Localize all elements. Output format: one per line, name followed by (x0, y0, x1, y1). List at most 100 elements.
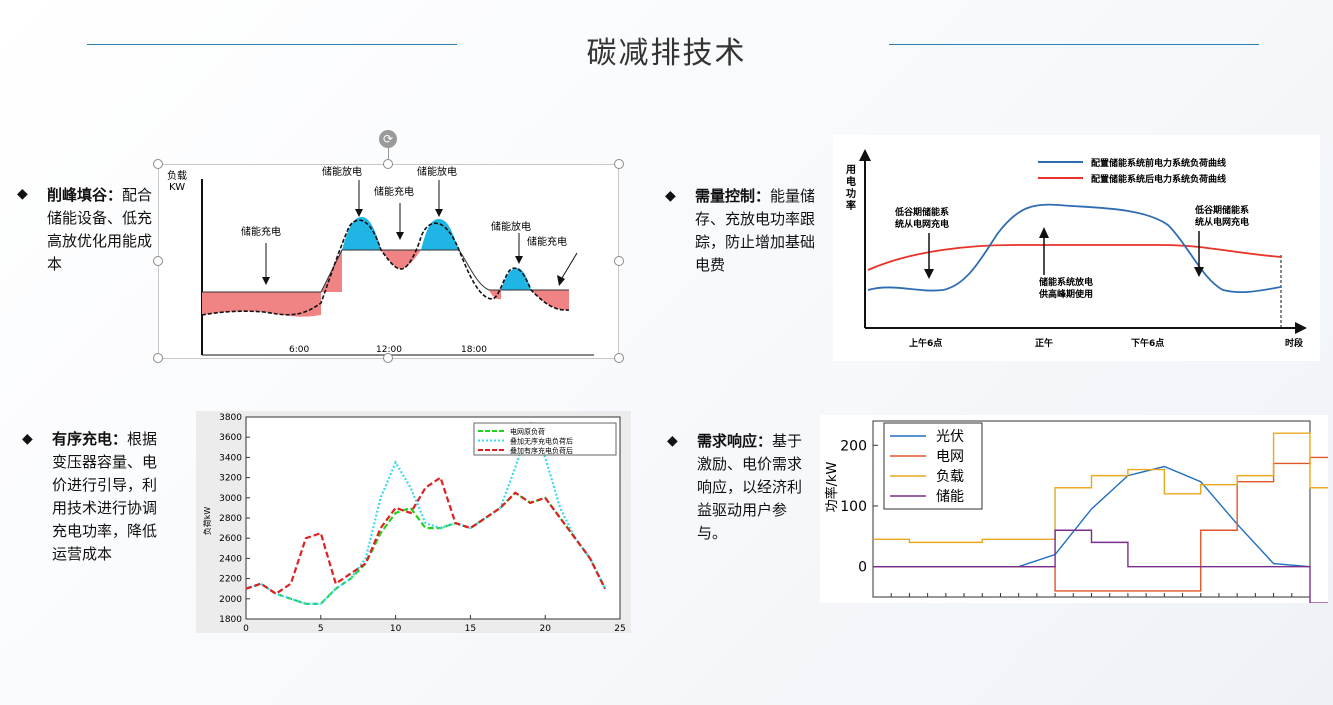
y-axis-label: 负荷kW (202, 507, 212, 536)
resize-handle-bl[interactable] (153, 353, 163, 363)
demand-control-body: 能量储存、充放电功率跟踪，防止增加基础电费 (695, 187, 816, 274)
title-line-left (87, 44, 457, 45)
y-label-3: 功 (846, 187, 856, 200)
demand-control-text: 需量控制：能量储存、充放电功率跟踪，防止增加基础电费 (695, 185, 820, 277)
peak-shaving-svg: 负载 KW 储能充电 储能放电 储能充电 储能放电 储能放电 储 (167, 165, 594, 356)
ordered-charging-svg: 1800 2000 2200 2400 2600 2800 3000 3200 3400 3600… (202, 413, 626, 633)
resize-handle-br[interactable] (614, 353, 624, 363)
annotation-left-1: 低谷期储能系 (894, 206, 949, 218)
label-discharge-2: 储能放电 (417, 165, 457, 178)
y-tick-label: 100 (840, 499, 867, 515)
annotation-right-1: 低谷期储能系 (1194, 204, 1249, 216)
label-discharge-1: 储能放电 (322, 165, 362, 178)
legend-label-0: 光伏 (936, 429, 964, 445)
discharge-area-1 (342, 217, 381, 250)
tick-6: 6:00 (289, 345, 309, 355)
rotate-handle-icon[interactable]: ⟳ (379, 130, 397, 148)
tick-12: 12:00 (376, 345, 402, 355)
peak-shaving-body: 配合储能设备、低充高放优化用能成本 (47, 186, 153, 273)
resize-handle-tr[interactable] (614, 159, 624, 169)
arrow-line-6 (561, 252, 578, 279)
legend-label-0: 电网原负荷 (510, 427, 545, 436)
legend-label-1: 电网 (936, 449, 964, 465)
series-line-2 (245, 475, 607, 596)
peak-shaving-chart[interactable]: 负载 KW 储能充电 储能放电 储能充电 储能放电 储能放电 储 (158, 164, 619, 359)
label-charge-1: 储能充电 (241, 225, 281, 238)
resize-handle-ml[interactable] (153, 256, 163, 266)
y-tick-label: 3400 (219, 453, 242, 463)
arrow-left-head-icon (924, 269, 934, 279)
y-tick-label: 1800 (219, 615, 242, 625)
rotate-handle-stem (388, 148, 389, 160)
ordered-charging-text: 有序充电：根据变压器容量、电价进行引导，利用技术进行协调充电功率，降低运营成本 (52, 428, 170, 566)
arrow-center-head-icon (1039, 227, 1049, 238)
after-curve (867, 244, 1282, 271)
x-tick-label: 15 (465, 624, 476, 633)
y-tick-label: 3200 (219, 474, 242, 484)
y-axis-label: 功率/kW (824, 461, 840, 512)
x-tick-label: 5 (318, 624, 324, 633)
resize-handle-tm[interactable] (383, 159, 393, 169)
x-tick-label: 20 (539, 624, 551, 633)
y-axis-label-2: KW (169, 182, 185, 193)
tick-evening: 下午6点 (1131, 337, 1164, 349)
legend-box (473, 422, 617, 456)
y-tick-label: 2000 (219, 595, 242, 605)
tick-noon: 正午 (1035, 337, 1053, 349)
y-tick-label: 2800 (219, 514, 242, 524)
charge-area-2 (381, 250, 421, 269)
legend-after-label: 配置储能系统后电力系统负荷曲线 (1091, 173, 1226, 185)
y-tick-label: 2200 (219, 575, 242, 585)
resize-handle-tl[interactable] (153, 159, 163, 169)
legend-label-2: 叠加有序充电负荷后 (510, 446, 573, 455)
series-line-1 (245, 418, 607, 605)
arrow-head-6 (557, 275, 565, 286)
label-charge-2: 储能充电 (374, 185, 414, 198)
legend-label-3: 储能 (936, 489, 964, 505)
ordered-charging-heading: 有序充电： (52, 430, 128, 448)
x-axis-label: 时段 (1285, 337, 1304, 349)
y-tick-label: 3600 (219, 433, 242, 443)
demand-control-chart: 用 电 功 率 配置储能系统前电力系统负荷曲线 配置储能系统后电力系统负荷曲线 … (833, 135, 1320, 361)
diamond-bullet-icon: ◆ (17, 186, 28, 202)
legend-before-label: 配置储能系统前电力系统负荷曲线 (1091, 157, 1226, 169)
diamond-bullet-icon: ◆ (667, 433, 678, 449)
y-tick-label: 3000 (219, 494, 242, 504)
x-tick-label: 10 (390, 624, 402, 633)
y-axis-arrow-icon (859, 149, 871, 161)
ordered-charging-chart: 1800 2000 2200 2400 2600 2800 3000 3200 3400 3600… (196, 411, 631, 633)
title-line-right (889, 44, 1259, 45)
legend-label-1: 叠加无序充电负荷后 (510, 437, 573, 446)
demand-response-text: 需求响应：基于激励、电价需求响应，以经济利益驱动用户参与。 (697, 430, 803, 545)
tick-morning: 上午6点 (909, 337, 942, 349)
arrow-right-head-icon (1194, 267, 1204, 277)
arrow-head-3 (396, 232, 404, 240)
demand-control-svg: 用 电 功 率 配置储能系统前电力系统负荷曲线 配置储能系统后电力系统负荷曲线 … (845, 149, 1307, 349)
resize-handle-mr[interactable] (614, 256, 624, 266)
charge-area-1 (202, 292, 321, 317)
y-tick-label: 2600 (219, 534, 242, 544)
legend-label-2: 负载 (936, 469, 964, 485)
annotation-right-2: 统从电网充电 (1195, 216, 1249, 228)
y-tick-label: 0 (858, 560, 867, 576)
arrow-head-4 (435, 209, 443, 217)
annotation-center-1: 储能系统放电 (1039, 276, 1093, 288)
legend-box (883, 422, 983, 510)
demand-control-heading: 需量控制： (695, 187, 771, 205)
y-tick-label: 3800 (219, 413, 242, 423)
before-curve (867, 203, 1282, 293)
diamond-bullet-icon: ◆ (22, 431, 33, 447)
tick-18: 18:00 (461, 345, 487, 355)
series-line-3 (873, 529, 1328, 603)
x-axis-arrow-icon (1295, 322, 1307, 334)
charge-area-4 (531, 290, 569, 311)
original-load-line (201, 219, 570, 316)
resize-handle-bm[interactable] (383, 353, 393, 363)
label-discharge-3: 储能放电 (491, 220, 531, 233)
demand-response-heading: 需求响应： (697, 432, 773, 450)
x-tick-label: 0 (243, 624, 249, 633)
arrow-head-5 (515, 256, 523, 264)
peak-shaving-text: 削峰填谷：配合储能设备、低充高放优化用能成本 (47, 184, 155, 276)
y-tick-label: 200 (840, 438, 867, 454)
